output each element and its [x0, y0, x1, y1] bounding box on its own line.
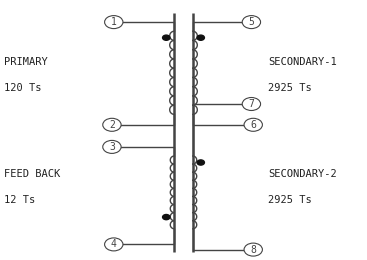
Text: 5: 5: [248, 17, 254, 27]
Text: 1: 1: [111, 17, 117, 27]
Text: 2925 Ts: 2925 Ts: [268, 195, 312, 205]
Text: FEED BACK: FEED BACK: [4, 169, 60, 179]
Circle shape: [197, 35, 204, 40]
Circle shape: [103, 140, 121, 153]
Circle shape: [244, 118, 262, 131]
Text: 6: 6: [250, 120, 256, 130]
Text: 2925 Ts: 2925 Ts: [268, 83, 312, 93]
Text: 120 Ts: 120 Ts: [4, 83, 41, 93]
Text: 2: 2: [109, 120, 115, 130]
Circle shape: [163, 214, 170, 220]
Circle shape: [244, 243, 262, 256]
Circle shape: [197, 160, 204, 165]
Text: 3: 3: [109, 142, 115, 152]
Text: 7: 7: [248, 99, 254, 109]
Circle shape: [163, 35, 170, 40]
Circle shape: [242, 98, 261, 110]
Text: 8: 8: [250, 245, 256, 255]
Text: PRIMARY: PRIMARY: [4, 57, 47, 67]
Text: 12 Ts: 12 Ts: [4, 195, 35, 205]
Text: 4: 4: [111, 239, 117, 249]
Text: SECONDARY-2: SECONDARY-2: [268, 169, 337, 179]
Circle shape: [105, 16, 123, 29]
Circle shape: [242, 16, 261, 29]
Circle shape: [105, 238, 123, 251]
Text: SECONDARY-1: SECONDARY-1: [268, 57, 337, 67]
Circle shape: [103, 118, 121, 131]
